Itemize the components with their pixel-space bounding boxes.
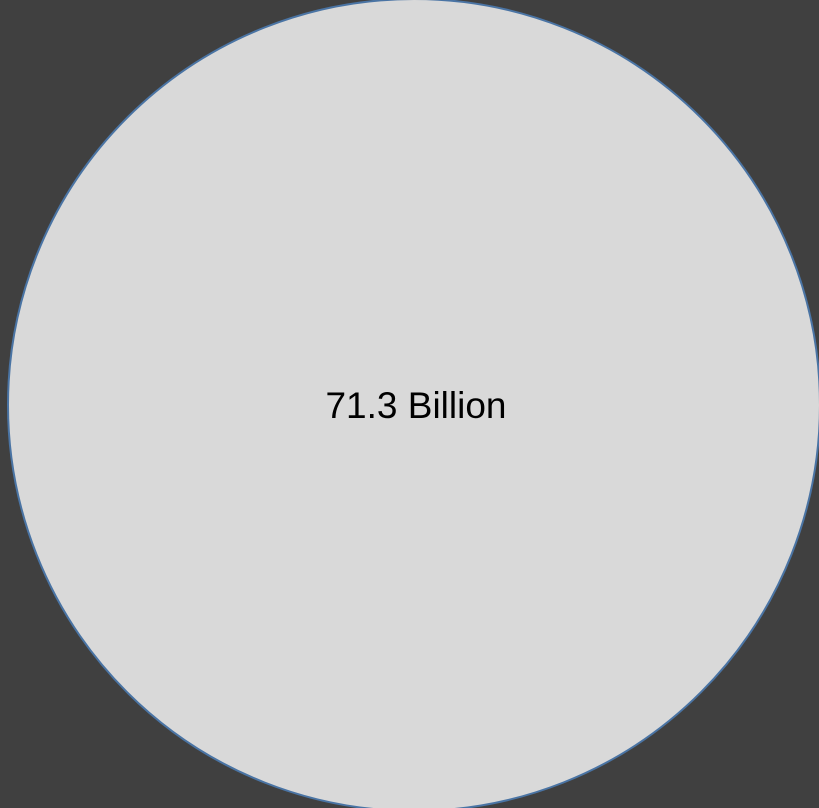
circle-value-label: 71.3 Billion <box>325 385 506 426</box>
value-circle <box>7 0 819 808</box>
